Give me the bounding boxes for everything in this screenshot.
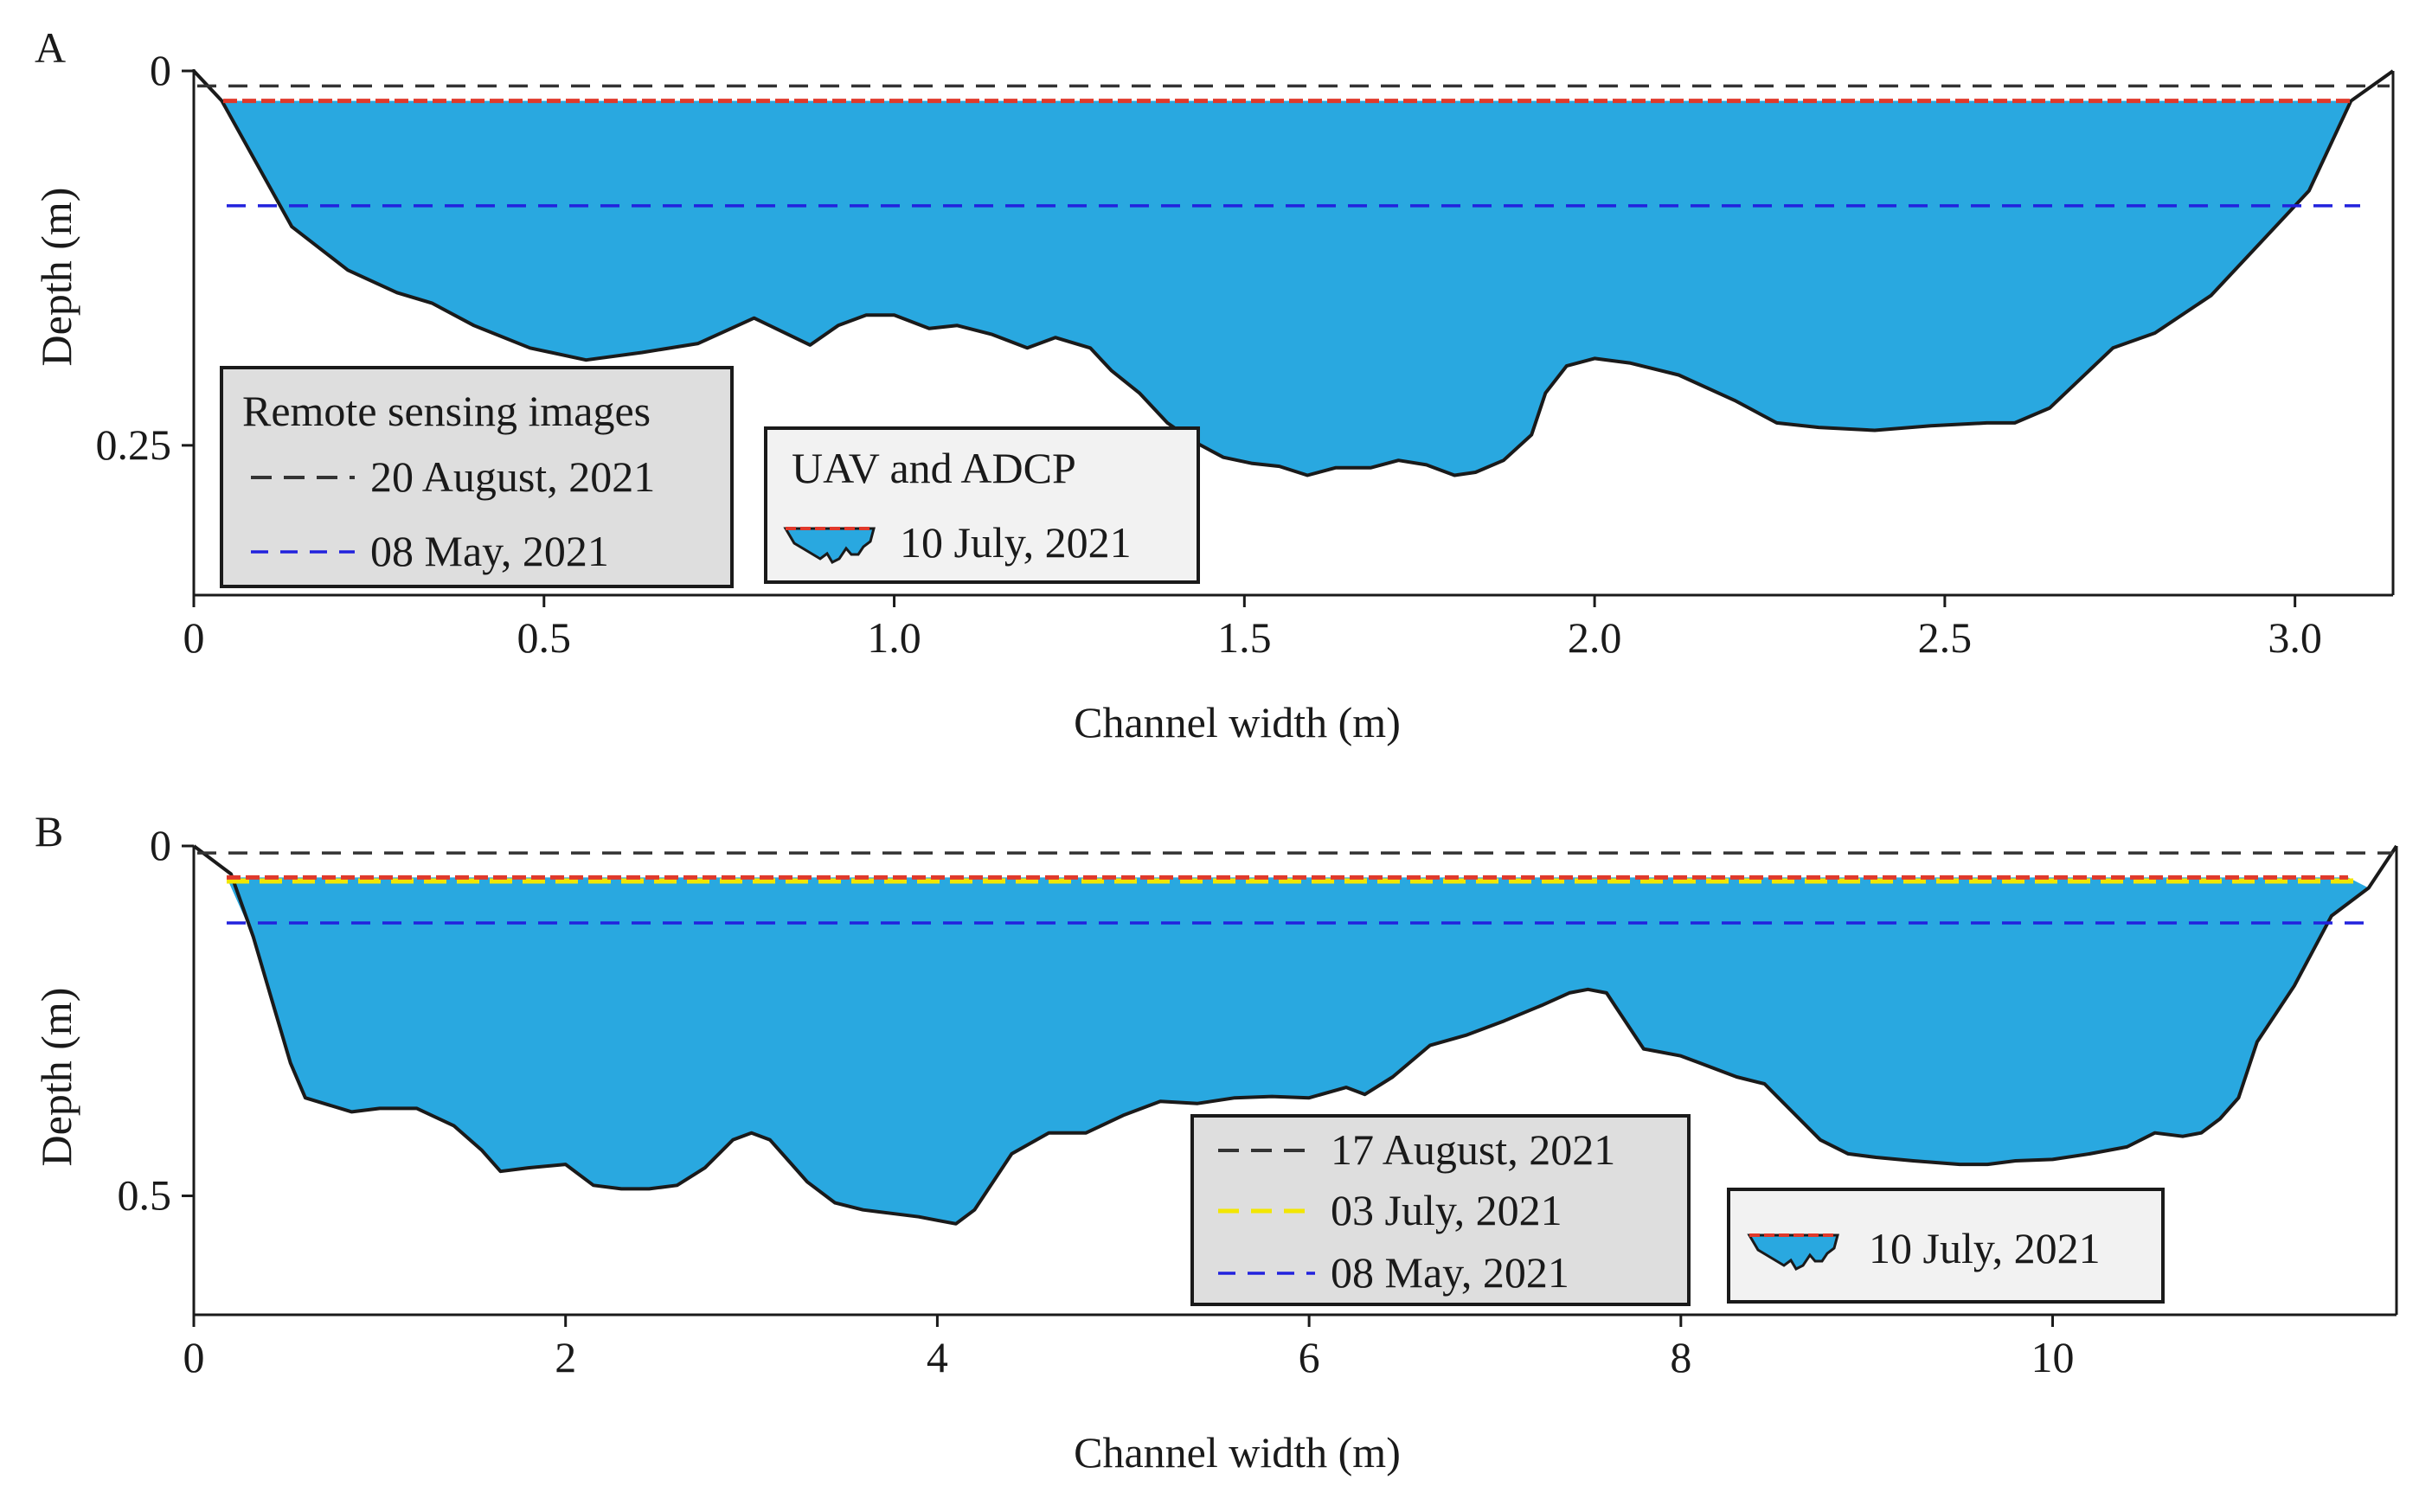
panel-a-legend-jul-label: 10 July, 2021 bbox=[900, 518, 1132, 567]
panel-a-legend-uav: UAV and ADCP 10 July, 2021 bbox=[764, 426, 1200, 584]
panel-b-x-tick-label: 4 bbox=[927, 1333, 948, 1381]
panel-a-y-axis-label: Depth (m) bbox=[32, 188, 80, 367]
panel-b-legend-uav: 10 July, 2021 bbox=[1727, 1188, 2165, 1304]
panel-b-legend-water-swatch bbox=[1747, 1233, 1839, 1271]
panel-b-label: B bbox=[35, 807, 63, 855]
panel-b-x-tick-label: 8 bbox=[1670, 1333, 1691, 1381]
panel-b-legend-remote-box bbox=[1190, 1114, 1691, 1306]
panel-b-legend-remote: 17 August, 2021 03 July, 2021 08 May, 20… bbox=[1190, 1114, 1691, 1306]
panel-a-x-tick-label: 0 bbox=[183, 613, 205, 662]
panel-a-bed-profile bbox=[192, 69, 2395, 477]
panel-a-legend-may-label: 08 May, 2021 bbox=[370, 527, 609, 575]
panel-a-x-tick-label: 1.0 bbox=[867, 613, 921, 662]
panel-b-legend-aug-label: 17 August, 2021 bbox=[1331, 1125, 1615, 1174]
panel-a-y-tick-label: 0 bbox=[150, 46, 171, 94]
panel-b-y-tick-label: 0 bbox=[150, 821, 171, 869]
panel-b-bed-profile bbox=[192, 844, 2398, 1226]
panel-a-legend-uav-title: UAV and ADCP bbox=[792, 444, 1076, 492]
panel-a-y-tick-label: 0.25 bbox=[96, 420, 172, 469]
panel-b-legend-may-label: 08 May, 2021 bbox=[1331, 1248, 1569, 1297]
panel-b: B 0 2 4 6 8 10 0 0.5 Channel width (m) Depth (m… bbox=[32, 807, 2398, 1477]
panel-a-x-tick-label: 3.0 bbox=[2268, 613, 2322, 662]
panel-a-legend-remote: Remote sensing images 20 August, 2021 08… bbox=[220, 366, 734, 588]
panel-b-water-fill bbox=[227, 877, 2369, 1224]
panel-a-legend-aug-label: 20 August, 2021 bbox=[370, 452, 655, 501]
panel-a-water-fill bbox=[221, 100, 2352, 476]
panel-a-legend-remote-title: Remote sensing images bbox=[242, 387, 651, 435]
panel-b-legend-uav-label: 10 July, 2021 bbox=[1869, 1224, 2101, 1272]
panel-b-x-axis-label: Channel width (m) bbox=[1074, 1428, 1401, 1477]
panel-b-x-tick-label: 6 bbox=[1299, 1333, 1320, 1381]
panel-b-y-axis-label: Depth (m) bbox=[32, 988, 80, 1167]
panel-b-x-tick-label: 0 bbox=[183, 1333, 205, 1381]
panel-a-legend-remote-box bbox=[220, 366, 734, 588]
panel-a-label: A bbox=[35, 23, 66, 72]
panel-b-x-tick-label: 10 bbox=[2031, 1333, 2075, 1381]
panel-b-plot bbox=[192, 844, 2398, 1226]
panel-a-ticks: 0 0.5 1.0 1.5 2.0 2.5 3.0 0 0.25 bbox=[96, 46, 2322, 662]
panel-b-ticks: 0 2 4 6 8 10 0 0.5 bbox=[118, 821, 2075, 1381]
panel-a-x-tick-label: 2.5 bbox=[1918, 613, 1973, 662]
panel-b-y-tick-label: 0.5 bbox=[118, 1170, 172, 1219]
panel-a-x-tick-label: 0.5 bbox=[517, 613, 572, 662]
panel-a-plot bbox=[192, 69, 2395, 477]
panel-a-x-tick-label: 2.0 bbox=[1568, 613, 1622, 662]
panel-a-x-axis-label: Channel width (m) bbox=[1074, 698, 1401, 746]
panel-b-legend-jul-label: 03 July, 2021 bbox=[1331, 1186, 1562, 1234]
panel-a: A 0 0.5 1.0 1.5 2.0 2.5 3.0 0 0.25 Channel width… bbox=[32, 23, 2395, 746]
panel-a-x-tick-label: 1.5 bbox=[1217, 613, 1272, 662]
panel-b-x-tick-label: 2 bbox=[555, 1333, 576, 1381]
panel-a-legend-water-swatch bbox=[783, 527, 876, 564]
